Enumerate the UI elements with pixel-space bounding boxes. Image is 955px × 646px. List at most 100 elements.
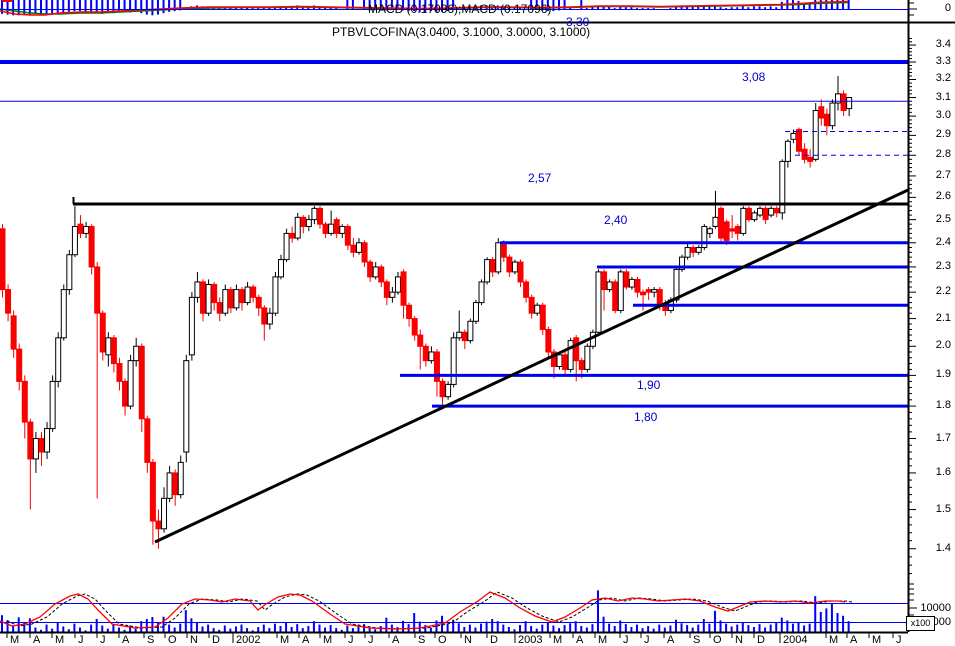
candle-down bbox=[88, 225, 95, 268]
candle-down bbox=[500, 242, 507, 258]
candle-down bbox=[250, 286, 257, 298]
candle-down bbox=[172, 472, 179, 496]
candle-up bbox=[829, 102, 836, 127]
candle-down bbox=[211, 283, 218, 304]
candle-down bbox=[723, 221, 730, 241]
candle-down bbox=[27, 421, 34, 460]
candle-up bbox=[472, 302, 479, 322]
candle-up bbox=[511, 261, 518, 273]
candle-down bbox=[149, 461, 156, 522]
candle-up bbox=[278, 259, 284, 278]
candle-down bbox=[350, 244, 357, 253]
candle-down bbox=[645, 289, 652, 293]
candle-down bbox=[239, 289, 246, 304]
candle-up bbox=[706, 228, 713, 234]
candle-up bbox=[194, 281, 201, 298]
candle-up bbox=[355, 242, 362, 253]
candle-up bbox=[751, 212, 758, 221]
candle-up bbox=[44, 428, 51, 453]
candle-up bbox=[456, 331, 463, 339]
candle-up bbox=[606, 281, 613, 291]
candle-down bbox=[729, 228, 736, 232]
candle-up bbox=[584, 345, 591, 370]
candle-up bbox=[484, 259, 491, 283]
candle-up bbox=[784, 140, 791, 162]
volume-oscillator-line bbox=[0, 591, 846, 630]
candle-up bbox=[779, 160, 786, 214]
candle-down bbox=[528, 296, 535, 314]
candle-up bbox=[428, 351, 435, 362]
candle-up bbox=[567, 340, 574, 370]
candle-down bbox=[461, 331, 468, 342]
candle-down bbox=[116, 363, 123, 382]
candle-up bbox=[534, 304, 541, 314]
indicator-title: MACD (0.17096);MACD (0.17096) bbox=[368, 2, 552, 16]
candle-up bbox=[294, 216, 301, 239]
candle-down bbox=[0, 228, 6, 291]
candle-down bbox=[227, 289, 234, 309]
candle-down bbox=[840, 93, 847, 111]
candle-up bbox=[305, 219, 312, 227]
candle-up bbox=[161, 497, 168, 530]
candle-down bbox=[807, 156, 814, 162]
candle-up bbox=[617, 271, 624, 312]
candle-up bbox=[83, 225, 90, 234]
candle-up bbox=[311, 207, 318, 221]
candle-down bbox=[601, 271, 608, 291]
candle-down bbox=[656, 289, 663, 306]
candle-up bbox=[740, 207, 747, 234]
candle-down bbox=[411, 318, 418, 336]
candle-up bbox=[835, 93, 841, 104]
candle-down bbox=[261, 307, 268, 325]
candle-up bbox=[846, 97, 853, 110]
candle-up bbox=[183, 360, 190, 453]
candle-down bbox=[200, 281, 207, 314]
macd-line bbox=[0, 0, 849, 16]
candle-down bbox=[361, 242, 368, 263]
candle-down bbox=[333, 219, 340, 234]
candle-down bbox=[623, 271, 630, 288]
candle-down bbox=[406, 304, 413, 320]
candle-up bbox=[450, 337, 457, 385]
candle-down bbox=[144, 418, 151, 463]
candle-up bbox=[166, 472, 173, 499]
candle-up bbox=[372, 266, 379, 278]
candle-down bbox=[289, 232, 296, 239]
candle-up bbox=[188, 296, 195, 356]
candle-down bbox=[94, 266, 101, 314]
candle-up bbox=[55, 337, 62, 382]
candle-up bbox=[283, 232, 290, 261]
candle-down bbox=[801, 148, 808, 160]
candle-up bbox=[695, 247, 702, 253]
candle-down bbox=[433, 351, 440, 382]
candle-up bbox=[177, 461, 184, 496]
candle-up bbox=[478, 281, 485, 304]
candle-down bbox=[745, 207, 752, 221]
candle-up bbox=[49, 380, 56, 430]
candle-down bbox=[10, 315, 17, 350]
candle-down bbox=[506, 256, 513, 273]
candle-up bbox=[105, 337, 112, 356]
candle-up bbox=[266, 312, 273, 325]
candle-up bbox=[628, 278, 635, 288]
candle-down bbox=[762, 207, 769, 221]
candle-up bbox=[712, 216, 719, 227]
candle-down bbox=[550, 351, 557, 367]
candle-down bbox=[640, 291, 647, 296]
candle-up bbox=[679, 256, 686, 270]
candle-up bbox=[133, 345, 140, 362]
candle-down bbox=[216, 302, 223, 314]
candle-up bbox=[768, 207, 775, 216]
candle-up bbox=[790, 132, 797, 140]
candle-up bbox=[812, 109, 819, 160]
candle-down bbox=[823, 113, 830, 127]
candle-down bbox=[573, 337, 580, 362]
candle-up bbox=[244, 286, 251, 304]
candle-up bbox=[66, 254, 73, 291]
candle-up bbox=[495, 242, 502, 273]
candle-up bbox=[701, 225, 708, 249]
candle-down bbox=[344, 225, 351, 246]
candle-down bbox=[122, 380, 129, 407]
